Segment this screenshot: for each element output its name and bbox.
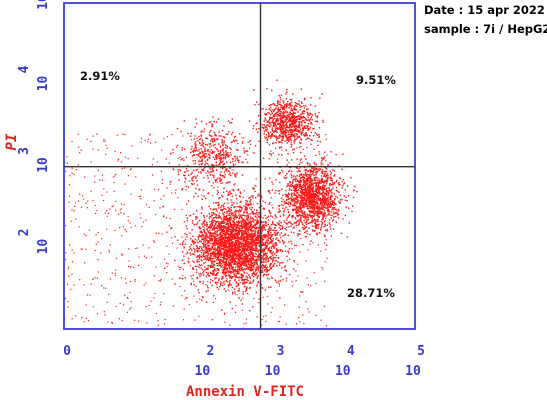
x-axis-ticks: 0 2 10 3 10 4 10 5 10	[63, 344, 425, 379]
y-axis-ticks: 102103104105	[17, 0, 51, 254]
y-axis-label: PI	[4, 133, 20, 150]
plot-frame	[63, 2, 416, 330]
date-label: Date : 15 apr 2022	[424, 3, 545, 17]
quadrant-label-upper-left: 2.91%	[80, 69, 120, 83]
y-tick-exponent: 4	[17, 65, 32, 73]
y-tick-base: 10	[36, 0, 51, 10]
x-tick-base: 10	[335, 364, 351, 379]
x-tick-exponent: 3	[277, 344, 285, 359]
dot-cloud	[64, 79, 358, 329]
quadrant-label-upper-right: 9.51%	[356, 73, 396, 87]
y-tick-base: 10	[36, 76, 51, 92]
sample-label: sample : 7i / HepG2	[424, 22, 547, 36]
x-tick-exponent: 2	[206, 344, 214, 359]
y-tick-base: 10	[36, 239, 51, 255]
x-tick-exponent: 0	[63, 344, 71, 359]
y-tick-base: 10	[36, 157, 51, 173]
x-tick-exponent: 4	[347, 344, 355, 359]
quadrant-labels: 2.91% 9.51% 28.71%	[80, 69, 396, 300]
x-tick-base: 10	[195, 364, 211, 379]
y-tick-exponent: 3	[17, 147, 32, 155]
x-axis-label: Annexin V-FITC	[186, 384, 304, 400]
y-tick-exponent: 2	[17, 229, 32, 237]
x-tick-base: 10	[265, 364, 281, 379]
x-tick-base: 10	[405, 364, 421, 379]
quadrant-label-lower-right: 28.71%	[347, 286, 395, 300]
x-tick-exponent: 5	[417, 344, 425, 359]
